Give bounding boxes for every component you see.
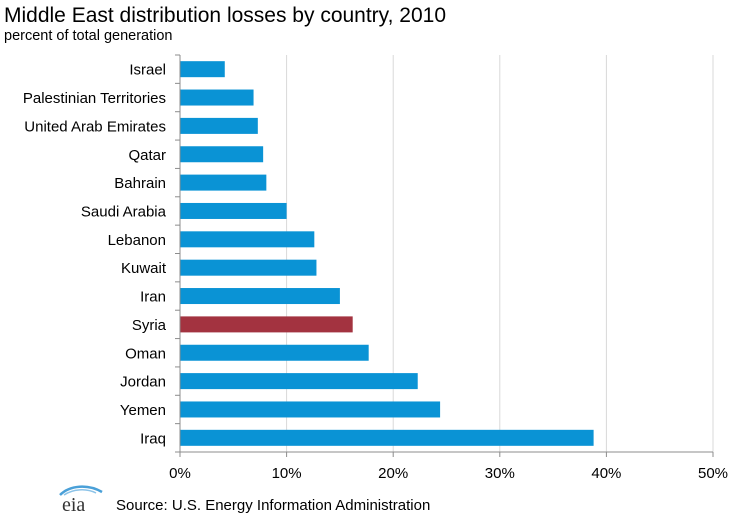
x-tick-label: 40% <box>591 465 621 482</box>
bar <box>180 117 258 134</box>
bar <box>180 231 315 248</box>
category-label: Yemen <box>120 402 166 419</box>
labels: 0% 10% 20% 30% 40% 50% Israel Palestinian Terri… <box>23 62 728 482</box>
category-label: Israel <box>129 62 166 79</box>
category-label: Qatar <box>128 147 166 164</box>
gridlines <box>286 55 714 452</box>
category-label: Lebanon <box>108 232 166 249</box>
x-tick-label: 50% <box>698 465 728 482</box>
category-label: Saudi Arabia <box>81 203 167 220</box>
category-label: Iraq <box>140 430 166 447</box>
bar <box>180 344 369 361</box>
bar <box>180 202 287 219</box>
bar <box>180 316 353 333</box>
eia-logo: eia <box>59 485 103 514</box>
logo-swoosh-icon-inner <box>63 489 97 496</box>
x-tick-label: 0% <box>169 465 191 482</box>
bar <box>180 429 594 446</box>
category-label: Oman <box>125 345 166 362</box>
bars <box>180 61 594 446</box>
category-label: Iran <box>140 289 166 306</box>
footer: eia Source: U.S. Energy Information Admi… <box>56 484 656 524</box>
bar <box>180 89 254 106</box>
bar <box>180 401 441 418</box>
chart-title: Middle East distribution losses by count… <box>4 4 447 27</box>
x-tick-label: 30% <box>485 465 515 482</box>
category-label: Syria <box>132 317 167 334</box>
bar <box>180 174 267 191</box>
category-label: Bahrain <box>114 175 166 192</box>
x-tick-label: 20% <box>378 465 408 482</box>
bar <box>180 146 264 163</box>
category-label: Jordan <box>120 374 166 391</box>
logo-wordmark: eia <box>62 494 85 514</box>
category-label: Palestinian Territories <box>23 90 166 107</box>
bar <box>180 288 340 305</box>
category-label: United Arab Emirates <box>24 118 166 135</box>
source-note: Source: U.S. Energy Information Administ… <box>116 497 431 514</box>
category-label: Kuwait <box>121 260 167 277</box>
logo-swoosh-icon <box>59 485 103 496</box>
bar <box>180 373 418 390</box>
axes <box>175 54 714 457</box>
x-tick-label: 10% <box>272 465 302 482</box>
chart-subtitle: percent of total generation <box>4 28 173 44</box>
bar <box>180 259 317 276</box>
bar <box>180 61 225 78</box>
bar-chart: 0% 10% 20% 30% 40% 50% Israel Palestinian Terri… <box>23 54 728 482</box>
